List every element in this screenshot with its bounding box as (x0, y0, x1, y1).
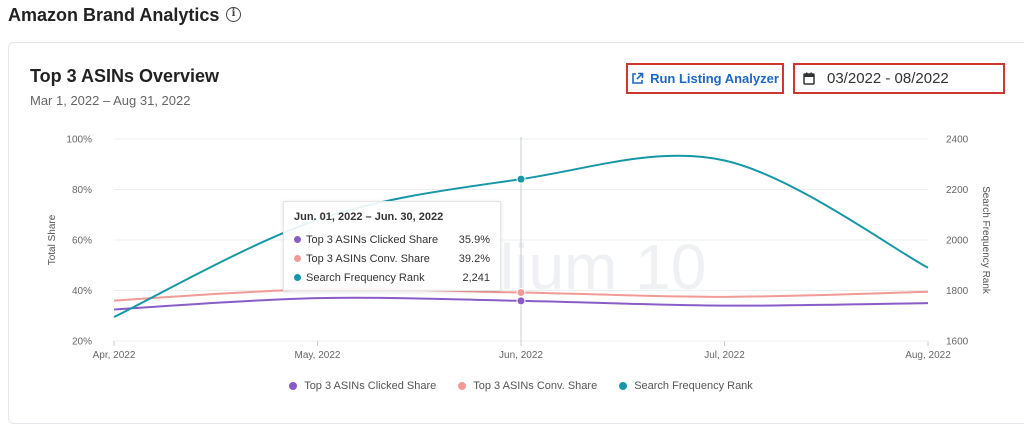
tooltip-row-conv-share: Top 3 ASINs Conv. Share 39.2% (294, 249, 490, 268)
legend-item-search-frequency[interactable]: Search Frequency Rank (619, 380, 753, 392)
search-frequency-dot-icon (294, 274, 301, 281)
series-point-search-frequency-rank (516, 174, 526, 184)
tooltip-row-value: 35.9% (458, 233, 490, 246)
y2-axis-title: Search Frequency Rank (980, 186, 991, 295)
tooltip-row-search-frequency: Search Frequency Rank 2,241 (294, 268, 490, 287)
date-range-picker[interactable]: 03/2022 - 08/2022 (793, 63, 1005, 94)
x-tick-label: Jul, 2022 (704, 350, 745, 361)
legend-item-clicked-share[interactable]: Top 3 ASINs Clicked Share (289, 380, 436, 392)
y-tick-label: 40% (72, 286, 92, 297)
legend-item-conv-share[interactable]: Top 3 ASINs Conv. Share (458, 380, 597, 392)
y2-tick-label: 2000 (946, 236, 969, 247)
legend-dot-icon (458, 382, 467, 390)
chart-tooltip: Jun. 01, 2022 – Jun. 30, 2022 Top 3 ASIN… (283, 201, 501, 291)
info-circle-icon[interactable]: i (226, 7, 241, 22)
chart-legend: Top 3 ASINs Clicked Share Top 3 ASINs Co… (0, 380, 1024, 392)
chart-card (8, 42, 1024, 424)
page-title: Amazon Brand Analytics (8, 5, 220, 25)
card-subtitle: Mar 1, 2022 – Aug 31, 2022 (30, 93, 191, 108)
tooltip-row-label: Top 3 ASINs Clicked Share (306, 233, 439, 246)
calendar-icon (803, 72, 815, 85)
x-tick-label: Jun, 2022 (499, 350, 543, 361)
line-chart: 20% 40% 60% 80% 100% 1600 1800 2000 2200 2400 Apr,… (47, 135, 991, 362)
clicked-share-dot-icon (294, 236, 301, 243)
external-link-icon (632, 72, 644, 84)
tooltip-row-value: 39.2% (458, 252, 490, 265)
tooltip-row-label: Top 3 ASINs Conv. Share (306, 252, 430, 265)
x-tick-label: Apr, 2022 (93, 350, 136, 361)
y2-tick-label: 1600 (946, 337, 969, 348)
y2-tick-label: 2400 (946, 135, 969, 146)
series-point-top-3-asins-conv-share (516, 288, 526, 298)
legend-label: Search Frequency Rank (634, 380, 753, 392)
y-tick-label: 100% (66, 135, 92, 146)
y-tick-label: 80% (72, 185, 92, 196)
tooltip-row-clicked-share: Top 3 ASINs Clicked Share 35.9% (294, 230, 490, 249)
tooltip-title: Jun. 01, 2022 – Jun. 30, 2022 (294, 211, 444, 223)
y-axis-title: Total Share (47, 214, 58, 265)
legend-label: Top 3 ASINs Clicked Share (304, 380, 437, 392)
x-tick-label: Aug, 2022 (905, 350, 951, 361)
y-tick-label: 60% (72, 236, 92, 247)
y-tick-label: 20% (72, 337, 92, 348)
x-tick-label: May, 2022 (295, 350, 341, 361)
card-title: Top 3 ASINs Overview (30, 66, 220, 86)
run-listing-analyzer-label: Run Listing Analyzer (650, 71, 779, 86)
legend-label: Top 3 ASINs Conv. Share (473, 380, 598, 392)
date-range-value: 03/2022 - 08/2022 (827, 70, 949, 87)
series-point-top-3-asins-clicked-share (516, 296, 526, 306)
tooltip-row-label: Search Frequency Rank (306, 271, 425, 284)
y2-tick-label: 1800 (946, 286, 969, 297)
y2-tick-label: 2200 (946, 185, 969, 196)
legend-dot-icon (619, 382, 628, 390)
legend-dot-icon (289, 382, 298, 390)
tooltip-row-value: 2,241 (462, 271, 490, 284)
conv-share-dot-icon (294, 255, 301, 262)
run-listing-analyzer-button[interactable]: Run Listing Analyzer (626, 63, 784, 94)
